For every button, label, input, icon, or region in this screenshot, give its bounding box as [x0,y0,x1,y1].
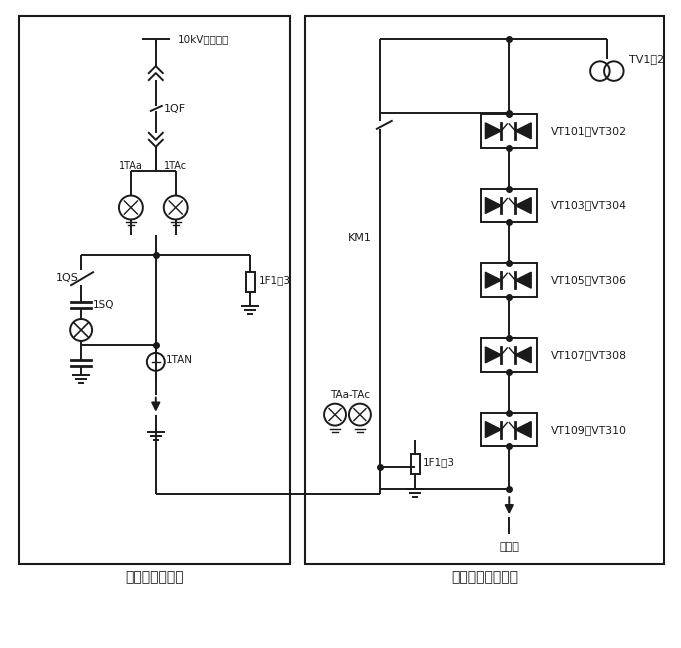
Circle shape [590,62,609,81]
Polygon shape [486,198,501,213]
Text: VT105～VT306: VT105～VT306 [551,275,627,285]
Circle shape [147,353,165,371]
Text: 1F1～3: 1F1～3 [423,457,455,467]
Circle shape [349,404,371,426]
Text: 1F1～3: 1F1～3 [258,275,290,285]
Text: 10kV电源进线: 10kV电源进线 [178,34,229,44]
Polygon shape [516,123,531,139]
Circle shape [70,319,92,341]
Text: 1SQ: 1SQ [93,300,114,310]
Circle shape [119,196,143,220]
Text: 去电机: 去电机 [499,542,519,552]
Polygon shape [516,347,531,363]
Bar [481,263,537,297]
Text: VT103～VT304: VT103～VT304 [551,200,627,211]
Text: KM1: KM1 [348,233,372,244]
Bar [305,16,663,564]
Polygon shape [486,123,501,139]
Text: 1TAc: 1TAc [164,161,187,170]
Bar [19,16,290,564]
Bar [481,189,537,222]
Text: VT101～VT302: VT101～VT302 [551,126,627,136]
Text: TAa-TAc: TAa-TAc [330,389,370,400]
Bar [481,413,537,446]
Text: 1TAa: 1TAa [119,161,143,170]
Polygon shape [486,347,501,363]
Text: TV1～2: TV1～2 [629,54,664,64]
Text: 1QF: 1QF [163,104,186,114]
Circle shape [163,196,188,220]
Text: 1QS: 1QS [57,273,79,283]
Text: VT107～VT308: VT107～VT308 [551,350,627,360]
Polygon shape [516,422,531,437]
Bar [481,338,537,372]
Bar [481,114,537,148]
Bar [247,272,255,292]
Text: 高压固态软起动柜: 高压固态软起动柜 [451,570,518,584]
Text: 高压起动运行柜: 高压起动运行柜 [125,570,184,584]
Polygon shape [486,422,501,437]
Polygon shape [516,198,531,213]
Polygon shape [486,272,501,288]
Bar [411,454,419,474]
Text: 1TAN: 1TAN [165,355,193,365]
Circle shape [324,404,346,426]
Text: VT109～VT310: VT109～VT310 [551,424,627,435]
Polygon shape [516,272,531,288]
